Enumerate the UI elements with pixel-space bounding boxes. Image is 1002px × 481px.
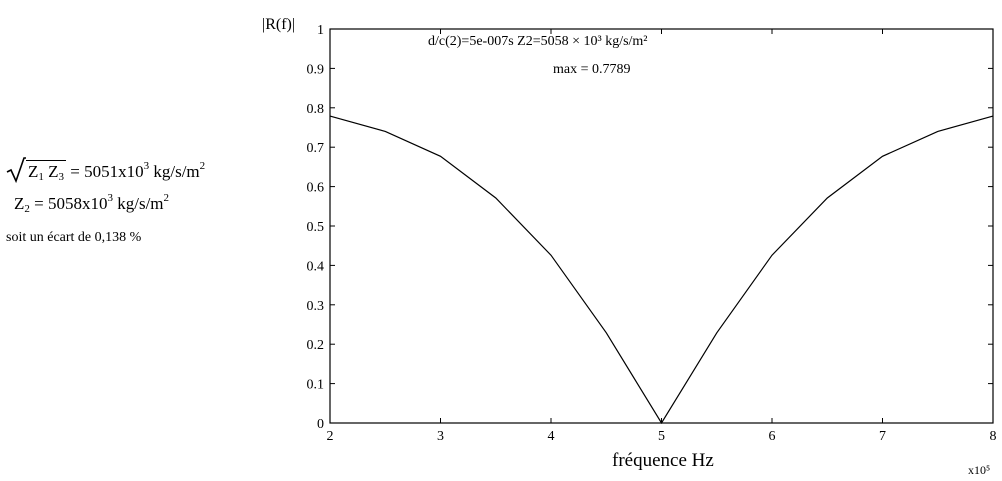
series-line [329, 115, 994, 425]
y-tick-label: 0.1 [307, 378, 325, 393]
ecart-text: soit un écart de 0,138 % [6, 230, 142, 245]
z1-subscript: 1 [38, 171, 44, 183]
x-tick-label: 5 [658, 429, 665, 444]
radical-icon [6, 157, 26, 183]
y-tick-label: 1 [317, 23, 324, 38]
annotation-max: max = 0.7789 [553, 62, 631, 77]
y-tick-label: 0.7 [307, 141, 325, 156]
sqrt-z1z3-equation: Z1 Z3 = 5051x103 kg/s/m2 [6, 157, 205, 183]
x-tick-label: 4 [548, 429, 555, 444]
z1-symbol: Z [28, 162, 39, 181]
y-tick-label: 0.3 [307, 299, 325, 314]
z2-exponent: 3 [107, 192, 113, 204]
y-tick-label: 0 [317, 417, 324, 432]
y-tick-label: 0.8 [307, 102, 325, 117]
y-tick-label: 0.6 [307, 181, 325, 196]
sqrt-exponent: 3 [143, 160, 150, 172]
plot-frame [329, 28, 994, 424]
x-tick-label: 2 [327, 429, 334, 444]
y-axis-ticks: 0 0.1 0.2 0.3 0.4 0.5 0.6 0.7 0.8 0.9 1 [307, 23, 993, 432]
sqrt-value: = 5051x10 [70, 162, 144, 181]
series-group [329, 115, 994, 425]
x-axis-label: fréquence Hz [612, 450, 714, 471]
x-tick-label: 6 [769, 429, 776, 444]
y-tick-label: 0.4 [307, 259, 325, 274]
x-multiplier: x10⁵ [968, 463, 990, 477]
z2-equation: Z2 = 5058x103 kg/s/m2 [14, 192, 169, 215]
annotation-params: d/c(2)=5e-007s Z2=5058 × 10³ kg/s/m² [428, 34, 648, 49]
sqrt-unit: kg/s/m [153, 162, 200, 181]
x-tick-label: 7 [879, 429, 886, 444]
z2-symbol: Z [14, 194, 25, 213]
z2-unit-exponent: 2 [163, 192, 170, 204]
z2-unit: kg/s/m [117, 194, 164, 213]
y-tick-label: 0.9 [307, 62, 325, 77]
sqrt-unit-exponent: 2 [199, 160, 206, 172]
x-tick-label: 8 [990, 429, 997, 444]
sqrt-expression: Z1 Z3 [6, 157, 67, 183]
y-axis-label: |R(f)| [262, 16, 295, 33]
z3-subscript: 3 [58, 171, 65, 183]
z3-symbol: Z [48, 162, 59, 181]
x-tick-label: 3 [437, 429, 444, 444]
y-tick-label: 0.5 [307, 220, 325, 235]
x-axis-ticks: 2 3 4 5 6 7 8 [327, 29, 997, 444]
z2-value: = 5058x10 [34, 194, 108, 213]
z2-subscript: 2 [24, 203, 30, 215]
y-tick-label: 0.2 [307, 338, 325, 353]
